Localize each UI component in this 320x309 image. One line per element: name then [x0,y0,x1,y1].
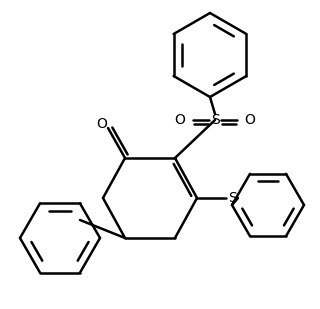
Text: S: S [211,113,220,127]
Text: O: O [175,113,185,127]
Text: O: O [244,113,255,127]
Text: S: S [228,191,236,205]
Text: O: O [97,117,108,131]
